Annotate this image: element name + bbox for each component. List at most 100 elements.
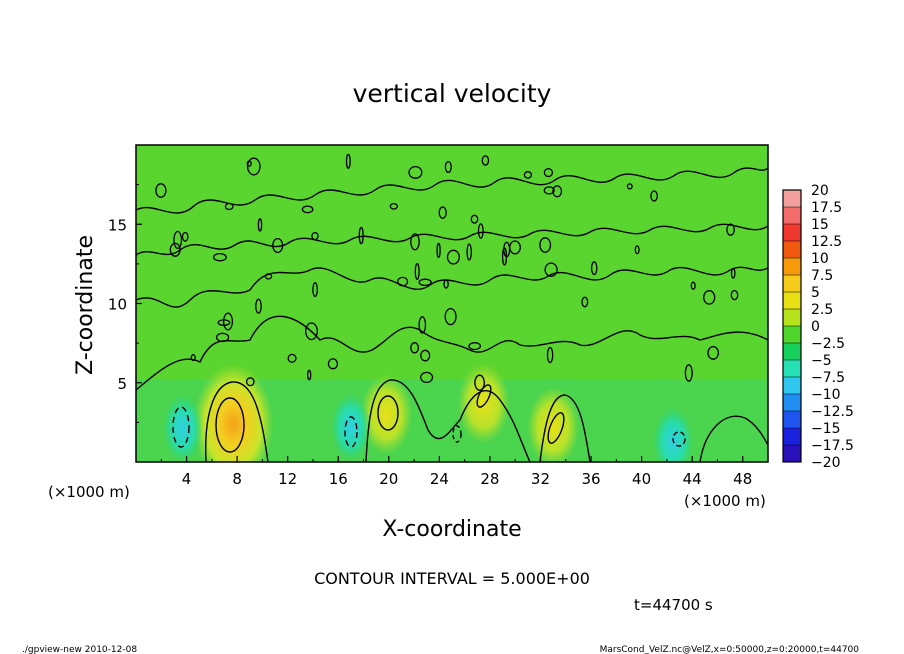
contour-cell: [169, 242, 181, 257]
velocity-field: [162, 363, 694, 462]
contour-cell: [420, 371, 434, 384]
contour-interval-label: CONTOUR INTERVAL = 5.000E+00: [314, 569, 590, 588]
footer-left: ./gpview-new 2010-12-08: [22, 645, 137, 654]
y-tick-label: 10: [108, 296, 127, 314]
contour-cell: [272, 237, 284, 254]
contour-cell: [173, 230, 183, 249]
x-unit-left: (×1000 m): [48, 483, 130, 501]
contour-cell: [543, 168, 554, 178]
contour-cell: [190, 354, 196, 362]
contour-line: [699, 415, 768, 462]
contour-cell: [730, 267, 736, 279]
contour-cell: [420, 349, 431, 362]
x-tick-label: 8: [232, 470, 242, 488]
contour-cell: [477, 223, 484, 239]
contour-cell: [436, 242, 441, 259]
contour-cell: [501, 247, 508, 266]
contour-cell: [155, 183, 167, 198]
contour-cell: [446, 249, 460, 265]
colorbar-swatch: [783, 360, 801, 378]
contour-cell: [468, 342, 482, 351]
contour-cell: [626, 183, 633, 190]
colorbar-swatch: [783, 377, 801, 395]
contour-cell: [224, 202, 234, 211]
updraft-region: [193, 363, 274, 462]
contour-updraft-core: [547, 412, 565, 444]
contour-cell: [246, 157, 261, 176]
x-unit-right: (×1000 m): [684, 492, 766, 510]
x-tick-label: 44: [683, 470, 702, 488]
contour-cell: [327, 358, 339, 370]
contour-updraft-core: [377, 395, 399, 431]
contour-cell: [581, 296, 589, 308]
y-axis-ticks: 5 10 15: [108, 184, 142, 423]
x-tick-label: 36: [581, 470, 600, 488]
contour-line: [365, 379, 531, 462]
contour-downdraft: [172, 406, 190, 448]
contour-cell: [287, 353, 297, 363]
colorbar-label: −5: [811, 353, 832, 369]
updraft-region: [527, 387, 580, 462]
contour-line: [539, 394, 591, 462]
contour-cell: [215, 332, 230, 343]
contour-cell: [474, 374, 485, 391]
colorbar-swatch: [783, 326, 801, 344]
contour-cell: [257, 218, 263, 232]
colorbar-swatch: [783, 445, 801, 463]
contour-cell: [358, 226, 364, 245]
colorbar-label: −10: [811, 387, 841, 403]
contour-cell: [418, 278, 432, 287]
contour-cell: [345, 153, 351, 169]
x-axis-label: X-coordinate: [382, 517, 521, 542]
colorbar-swatch: [783, 258, 801, 276]
contour-line: [136, 266, 768, 308]
contour-updraft-core: [476, 384, 492, 408]
contour-cell: [470, 214, 479, 224]
contour-downdraft: [344, 416, 358, 448]
contour-cell: [301, 205, 314, 214]
colorbar-label: 2.5: [811, 302, 833, 318]
colorbar-swatch: [783, 428, 801, 446]
y-tick-label: 5: [117, 375, 127, 393]
contour-lines: [136, 167, 768, 462]
contour-downdraft: [672, 431, 686, 447]
contour-cell: [312, 282, 318, 298]
downdraft-region: [653, 407, 694, 462]
colorbar-swatch: [783, 275, 801, 293]
contour-cell: [311, 231, 319, 241]
contour-cell: [264, 273, 273, 280]
contour-cell: [255, 298, 262, 314]
x-tick-label: 16: [329, 470, 348, 488]
contour-cell: [552, 185, 563, 198]
contour-cell: [726, 223, 735, 236]
colorbar-label: −12.5: [811, 404, 854, 420]
contour-cell: [418, 316, 427, 334]
colorbar-swatch: [783, 241, 801, 259]
contour-cell: [444, 307, 457, 326]
colorbar-swatch: [783, 411, 801, 429]
contour-cell: [222, 312, 234, 331]
contour-cell: [397, 276, 409, 287]
contour-cell: [539, 237, 552, 253]
colorbar-label: −7.5: [811, 370, 845, 386]
contour-cell: [389, 202, 398, 210]
contour-cell: [305, 322, 318, 341]
contour-cell: [246, 160, 252, 167]
contour-cell: [690, 281, 696, 290]
contour-cell: [410, 342, 420, 354]
colorbar-label: −20: [811, 455, 841, 471]
colorbar-label: 20: [811, 183, 829, 199]
x-tick-label: 12: [278, 470, 297, 488]
contour-line: [136, 223, 768, 256]
contour-line: [205, 381, 269, 462]
colorbar-label: 5: [811, 285, 820, 301]
colorbar-swatch: [783, 309, 801, 327]
x-tick-label: 24: [430, 470, 449, 488]
contour-cell: [212, 252, 227, 262]
colorbar-label: 15: [811, 217, 829, 233]
contour-cell: [408, 165, 423, 179]
colorbar: 2017.51512.5107.552.50−2.5−5−7.5−10−12.5…: [782, 183, 854, 471]
x-tick-label: 20: [379, 470, 398, 488]
colorbar-label: 0: [811, 319, 820, 335]
